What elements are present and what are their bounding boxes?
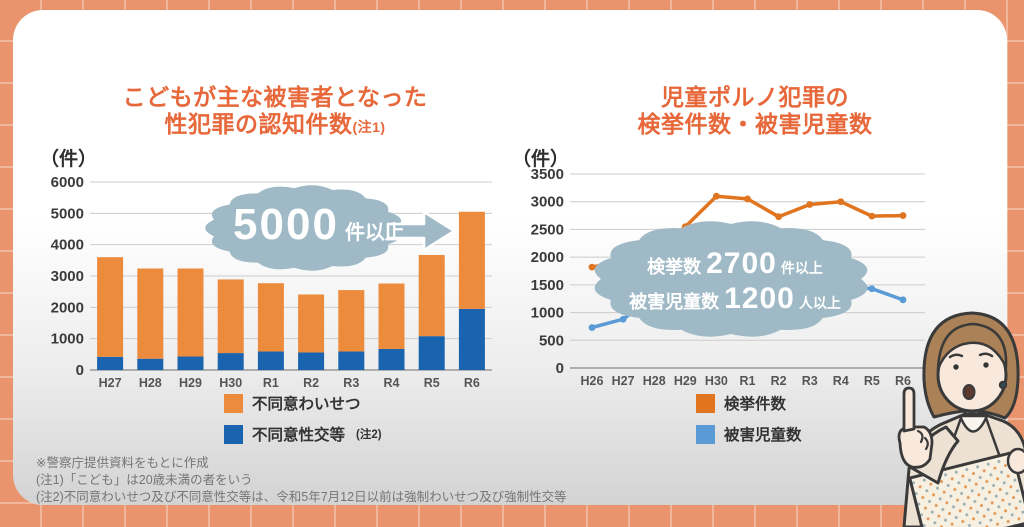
svg-text:R2: R2: [303, 376, 319, 390]
left-chart-title-line2: 性犯罪の認知件数(注1): [164, 111, 386, 137]
svg-text:R1: R1: [263, 376, 279, 390]
left-axis-unit: （件）: [40, 149, 98, 170]
svg-text:R6: R6: [464, 376, 480, 390]
footnote-2: (注2)不同意わいせつ及び不同意性交等は、令和5年7月12日以前は強制わいせつ及…: [36, 490, 567, 504]
cloud-right-line1: 検挙数 2700 件以上: [585, 247, 885, 281]
svg-text:H29: H29: [674, 374, 697, 388]
legend-item-waisetsu: 不同意わいせつ: [224, 392, 382, 414]
svg-text:6000: 6000: [51, 174, 84, 191]
svg-text:H26: H26: [581, 374, 604, 388]
svg-text:3000: 3000: [531, 194, 564, 211]
svg-text:H29: H29: [179, 376, 202, 390]
higai-callout-number: 1200: [724, 282, 795, 315]
footnote-1: (注1)「こども」は20歳未満の者をいう: [36, 473, 253, 487]
right-chart-title-line2: 検挙件数・被害児童数: [637, 111, 873, 137]
presenter-mouth: [962, 384, 976, 400]
svg-text:5000: 5000: [51, 205, 84, 222]
left-legend: 不同意わいせつ 不同意性交等 (注2): [224, 392, 382, 445]
presenter-eye-left: [953, 364, 959, 370]
waisetsu-label: 不同意わいせつ: [252, 396, 361, 413]
svg-text:R2: R2: [771, 374, 787, 388]
kenkyo-callout-suffix: 件以上: [780, 260, 823, 276]
cloud-right-line2: 被害児童数 1200 人以上: [585, 282, 885, 316]
svg-text:R4: R4: [833, 374, 849, 388]
svg-text:H27: H27: [612, 374, 635, 388]
svg-text:1500: 1500: [531, 277, 564, 294]
kenkyo-callout-label: 検挙数: [647, 257, 702, 277]
kenkyo-label: 検挙件数: [724, 396, 787, 413]
seiko-swatch: [224, 424, 243, 444]
svg-text:H30: H30: [219, 376, 242, 390]
svg-text:0: 0: [556, 360, 564, 377]
presenter-pointing-finger: [902, 386, 916, 433]
presenter-illustration: [897, 311, 1024, 527]
stacked-bar-chart: 0 1000 2000 3000 4000 5000 6000 H27 H28 H29 H30 R1 R…: [51, 174, 492, 390]
svg-text:2500: 2500: [531, 221, 564, 238]
svg-text:4000: 4000: [51, 237, 84, 254]
presenter-right-hand: [1006, 447, 1024, 475]
higai-callout-label: 被害児童数: [629, 292, 720, 312]
svg-text:R1: R1: [740, 374, 756, 388]
cloud-left-suffix: 件以上: [344, 222, 405, 244]
left-chart-title-line1: こどもが主な被害者となった: [122, 84, 428, 110]
svg-text:3000: 3000: [51, 268, 84, 285]
svg-text:1000: 1000: [51, 331, 84, 348]
presenter-earring: [998, 380, 1008, 390]
footnote-source: ※警察庁提供資料をもとに作成: [36, 456, 209, 470]
svg-text:R5: R5: [864, 374, 880, 388]
svg-text:2000: 2000: [531, 249, 564, 266]
highlight-cloud-left: 5000 件以上: [202, 182, 512, 282]
svg-text:H28: H28: [643, 374, 666, 388]
svg-text:3500: 3500: [531, 166, 564, 183]
right-chart-title-line1: 児童ポルノ犯罪の: [661, 84, 849, 110]
left-chart-title: こどもが主な被害者となった 性犯罪の認知件数(注1): [40, 84, 510, 141]
left-title-note: (注1): [352, 119, 386, 135]
higai-swatch: [696, 424, 715, 444]
right-axis-unit: （件）: [512, 149, 570, 170]
svg-text:R3: R3: [343, 376, 359, 390]
svg-text:2000: 2000: [51, 299, 84, 316]
seiko-note: (注2): [356, 429, 382, 441]
svg-text:R3: R3: [802, 374, 818, 388]
svg-text:500: 500: [539, 332, 564, 349]
cloud-shape-right: [594, 221, 868, 337]
presenter-eye-right: [983, 362, 989, 368]
presenter-bangs: [936, 322, 1008, 371]
waisetsu-swatch: [224, 393, 243, 413]
seiko-label: 不同意性交等: [252, 427, 346, 444]
highlight-cloud-right: 検挙数 2700 件以上 被害児童数 1200 人以上: [585, 215, 885, 350]
cloud-shape-left: [205, 185, 456, 271]
svg-text:R4: R4: [384, 376, 400, 390]
legend-item-seiko: 不同意性交等 (注2): [224, 423, 382, 445]
right-legend: 検挙件数 被害児童数: [696, 392, 802, 445]
svg-text:1000: 1000: [531, 305, 564, 322]
cloud-left-text: 5000 件以上: [164, 200, 474, 250]
svg-text:H27: H27: [99, 376, 122, 390]
cloud-left-number: 5000: [233, 200, 339, 249]
right-chart-title: 児童ポルノ犯罪の 検挙件数・被害児童数: [535, 84, 975, 138]
svg-text:R5: R5: [424, 376, 440, 390]
svg-text:0: 0: [76, 362, 84, 379]
svg-text:H30: H30: [705, 374, 728, 388]
kenkyo-swatch: [696, 393, 715, 413]
footnotes: ※警察庁提供資料をもとに作成 (注1)「こども」は20歳未満の者をいう (注2)…: [36, 455, 567, 506]
legend-item-kenkyo: 検挙件数: [696, 392, 802, 414]
svg-text:H28: H28: [139, 376, 162, 390]
higai-callout-suffix: 人以上: [798, 295, 841, 311]
legend-item-higai: 被害児童数: [696, 423, 802, 445]
svg-text:R6: R6: [895, 374, 911, 388]
higai-label: 被害児童数: [724, 427, 802, 444]
kenkyo-callout-number: 2700: [706, 247, 777, 280]
presenter-shirt: [958, 414, 989, 433]
